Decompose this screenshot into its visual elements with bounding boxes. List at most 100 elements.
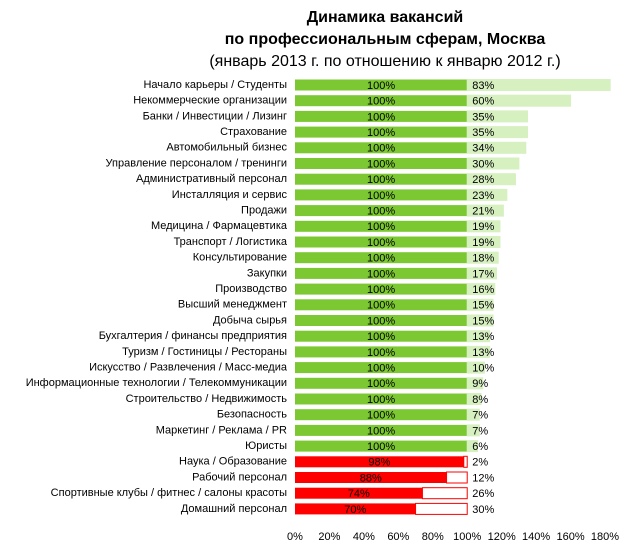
- y-tick-label: Страхование: [220, 126, 287, 138]
- bar: [466, 141, 527, 154]
- bar: [295, 205, 468, 217]
- x-tick-label: 100%: [453, 531, 481, 543]
- value-label: 35%: [472, 127, 494, 139]
- value-label: 100%: [367, 284, 395, 296]
- bar: [466, 345, 491, 358]
- bar: [295, 346, 468, 358]
- bar: [295, 456, 464, 468]
- value-label: 34%: [472, 143, 494, 155]
- value-label: 100%: [367, 394, 395, 406]
- y-tick-label: Безопасность: [217, 409, 287, 421]
- chart-title: по профессиональным сферам, Москва: [225, 31, 546, 48]
- x-tick-label: 80%: [422, 531, 444, 543]
- bar: [295, 472, 447, 483]
- value-label: 13%: [472, 331, 494, 343]
- y-tick-label: Бухгалтерия / финансы предприятия: [99, 330, 287, 342]
- bar: [466, 393, 482, 405]
- y-tick-label: Медицина / Фармацевтика: [151, 220, 288, 232]
- bar: [466, 424, 480, 437]
- y-tick-label: Транспорт / Логистика: [174, 236, 288, 248]
- y-tick-label: Начало карьеры / Студенты: [143, 79, 287, 91]
- y-tick-label: Некоммерческие организации: [133, 95, 287, 107]
- y-tick-label: Высший менеджмент: [178, 299, 287, 311]
- y-tick-label: Административный персонал: [136, 173, 287, 185]
- bar: [466, 188, 508, 201]
- y-tick-label: Наука / Образование: [179, 456, 287, 468]
- value-label: 19%: [472, 221, 494, 233]
- bar: [466, 204, 504, 217]
- value-label: 100%: [367, 425, 395, 437]
- x-tick-label: 160%: [556, 531, 584, 543]
- value-label: 100%: [367, 143, 395, 155]
- value-label: 9%: [472, 378, 488, 390]
- value-label: 100%: [367, 96, 395, 108]
- x-tick-label: 140%: [522, 531, 550, 543]
- bar: [295, 173, 468, 185]
- value-label: 100%: [367, 347, 395, 359]
- bar: [466, 157, 520, 170]
- bar: [295, 440, 468, 452]
- value-label: 15%: [472, 300, 494, 312]
- value-label: 100%: [367, 190, 395, 202]
- value-label: 100%: [367, 221, 395, 233]
- value-label: 100%: [367, 410, 395, 422]
- y-tick-label: Информационные технологии / Телекоммуник…: [26, 377, 287, 389]
- bar: [295, 220, 468, 232]
- value-label: 100%: [367, 237, 395, 249]
- value-label: 100%: [367, 174, 395, 186]
- bar: [466, 408, 480, 421]
- bar: [466, 79, 611, 91]
- bar: [295, 424, 468, 436]
- y-tick-label: Домашний персонал: [181, 503, 287, 515]
- value-label: 83%: [472, 80, 494, 92]
- bar: [295, 110, 468, 122]
- bar: [466, 440, 479, 453]
- value-label: 100%: [367, 268, 395, 280]
- y-tick-label: Юристы: [245, 440, 287, 452]
- bar: [295, 377, 468, 389]
- x-tick-label: 60%: [387, 531, 409, 543]
- value-label: 6%: [472, 441, 488, 453]
- value-label: 21%: [472, 206, 494, 218]
- value-label: 88%: [360, 472, 382, 484]
- value-label: 74%: [348, 488, 370, 500]
- bar: [295, 283, 468, 295]
- bar: [463, 455, 468, 468]
- value-label: 70%: [344, 504, 366, 516]
- bar: [466, 220, 501, 233]
- bar: [295, 267, 468, 279]
- y-tick-label: Добыча сырья: [213, 314, 287, 326]
- value-label: 30%: [472, 158, 494, 170]
- bar: [466, 251, 499, 264]
- y-tick-label: Строительство / Недвижимость: [126, 393, 288, 405]
- value-label: 7%: [472, 425, 488, 437]
- value-label: 98%: [368, 457, 390, 469]
- bar: [415, 502, 468, 515]
- bar: [466, 361, 485, 374]
- y-tick-label: Производство: [215, 283, 287, 295]
- bar: [295, 79, 468, 91]
- value-label: 30%: [472, 504, 494, 516]
- bar: [466, 377, 484, 390]
- value-label: 18%: [472, 253, 494, 265]
- y-tick-label: Инсталляция и сервис: [172, 189, 288, 201]
- bar: [446, 471, 468, 484]
- bar: [295, 315, 468, 326]
- value-label: 60%: [472, 96, 494, 108]
- bar: [466, 330, 491, 343]
- bar: [466, 314, 494, 327]
- bar: [295, 95, 468, 107]
- value-label: 100%: [367, 363, 395, 375]
- x-tick-label: 0%: [287, 531, 303, 543]
- bar: [295, 362, 468, 374]
- y-tick-label: Спортивные клубы / фитнес / салоны красо…: [51, 487, 287, 499]
- bar: [295, 409, 468, 421]
- y-tick-label: Рабочий персонал: [192, 471, 287, 483]
- value-label: 100%: [367, 111, 395, 123]
- bar: [295, 236, 468, 248]
- value-label: 100%: [367, 253, 395, 265]
- bar: [466, 173, 516, 186]
- y-tick-label: Закупки: [247, 267, 287, 279]
- bar: [421, 487, 468, 500]
